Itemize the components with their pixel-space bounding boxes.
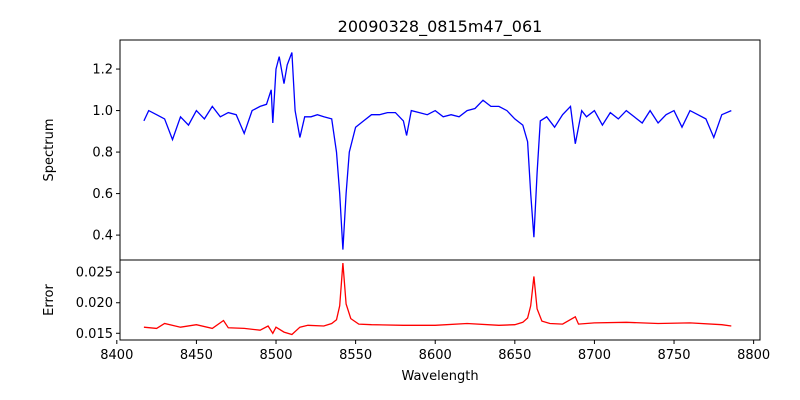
y-tick-label: 0.6 bbox=[92, 187, 113, 202]
chart-title: 20090328_0815m47_061 bbox=[338, 17, 543, 37]
y-tick-label: 1.0 bbox=[92, 104, 113, 119]
x-tick-label: 8500 bbox=[259, 348, 292, 363]
x-tick-label: 8750 bbox=[657, 348, 690, 363]
x-tick-label: 8550 bbox=[339, 348, 372, 363]
y-tick-label: 0.8 bbox=[92, 146, 113, 161]
error-axes: 0.015 0.020 0.025 8400 8450 8500 8550 8600 8650 8… bbox=[76, 259, 770, 363]
y-axis-label-error: Error bbox=[42, 284, 57, 316]
y-tick-label: 0.025 bbox=[76, 266, 113, 281]
axes-frame bbox=[119, 39, 761, 261]
x-tick-label: 8650 bbox=[498, 348, 531, 363]
series-line-spectrum bbox=[143, 52, 732, 250]
x-tick-label: 8600 bbox=[419, 348, 452, 363]
y-axis-label-spectrum: Spectrum bbox=[42, 119, 57, 182]
series-line-error bbox=[143, 263, 732, 336]
axes-frame bbox=[119, 259, 761, 341]
y-tick-label: 0.4 bbox=[92, 229, 113, 244]
y-tick-label: 1.2 bbox=[92, 63, 113, 78]
x-tick-label: 8700 bbox=[578, 348, 611, 363]
x-tick-label: 8800 bbox=[737, 348, 770, 363]
spectrum-axes: 0.4 0.6 0.8 1.0 1.2 bbox=[92, 39, 761, 261]
y-tick-label: 0.020 bbox=[76, 296, 113, 311]
y-tick-label: 0.015 bbox=[76, 327, 113, 342]
x-axis-label: Wavelength bbox=[401, 369, 478, 384]
x-tick-label: 8450 bbox=[180, 348, 213, 363]
x-tick-label: 8400 bbox=[100, 348, 133, 363]
